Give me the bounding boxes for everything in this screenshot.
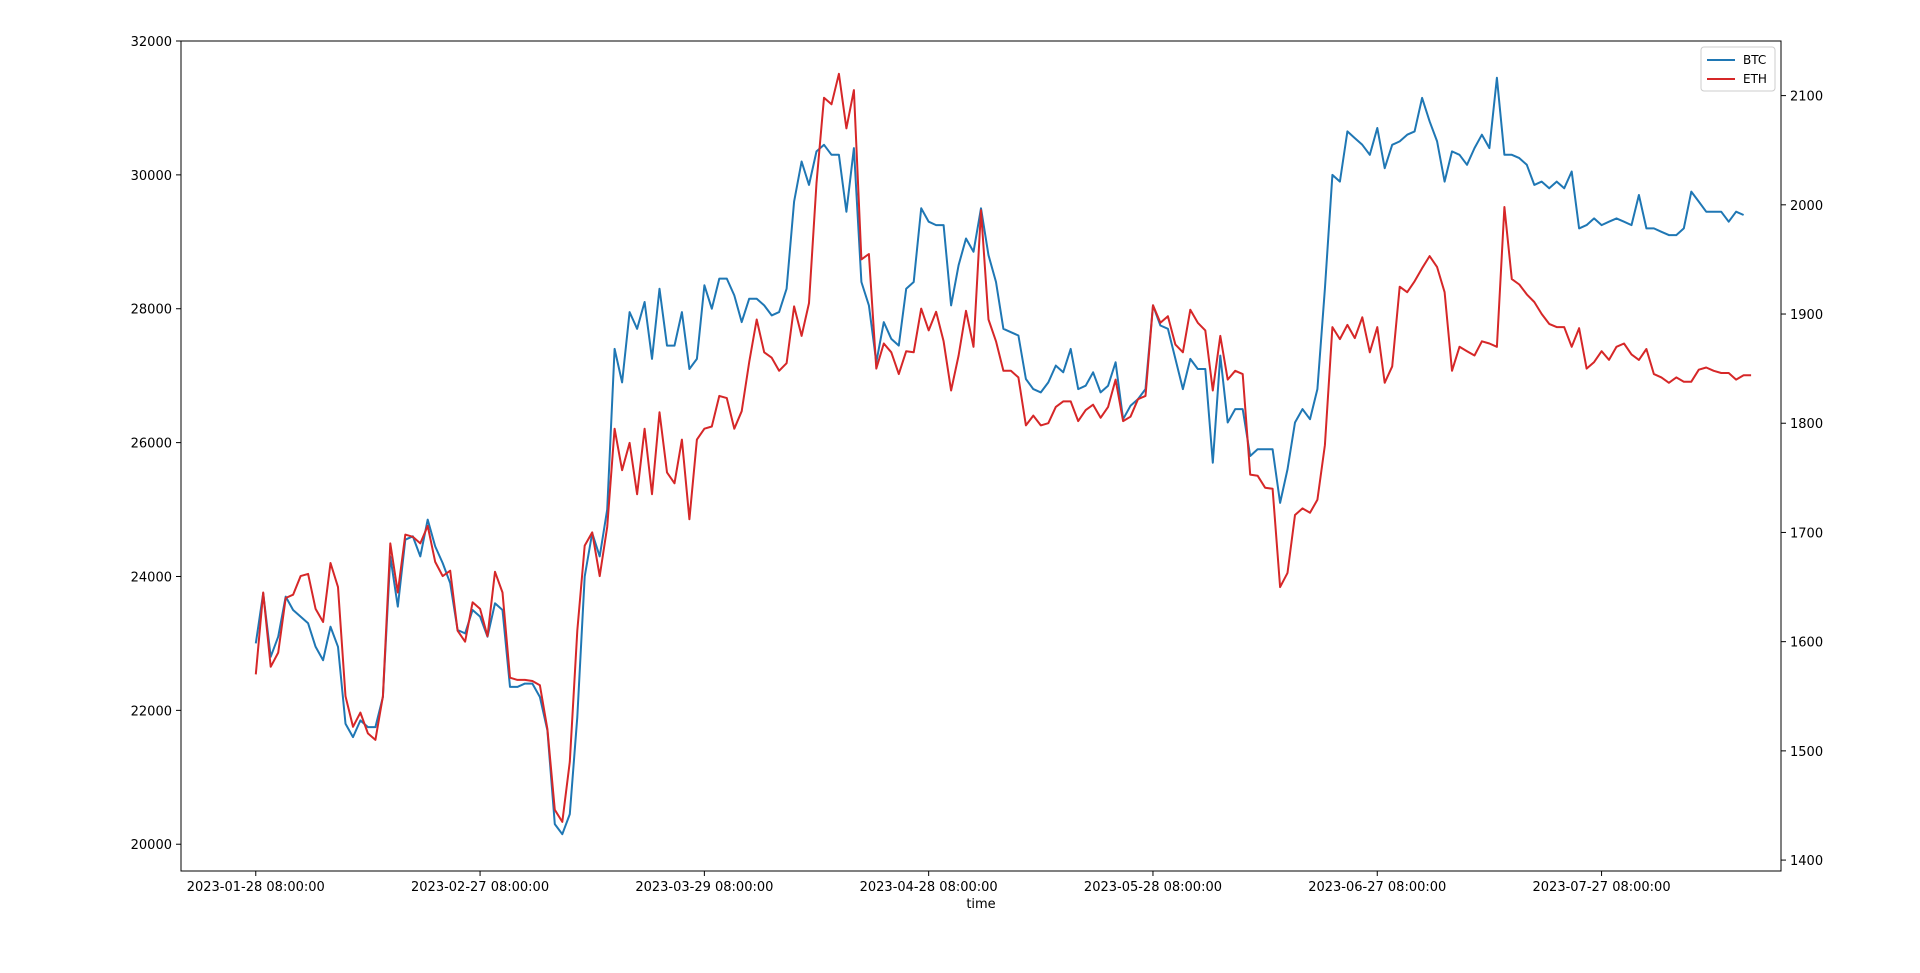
y-right-tick-label: 2100	[1790, 90, 1823, 105]
x-tick-label: 2023-05-28 08:00:00	[1084, 880, 1222, 895]
x-tick-label: 2023-06-27 08:00:00	[1308, 880, 1446, 895]
legend-label-btc: BTC	[1743, 53, 1766, 67]
y-left-tick-label: 22000	[131, 704, 172, 719]
legend-label-eth: ETH	[1743, 72, 1767, 86]
series-layer	[254, 72, 1752, 836]
x-tick-label: 2023-03-29 08:00:00	[635, 880, 773, 895]
legend: BTC ETH	[1700, 46, 1776, 92]
x-tick-label: 2023-07-27 08:00:00	[1533, 880, 1671, 895]
y-right-tick-label: 1700	[1790, 526, 1823, 541]
axes-layer: 2023-01-28 08:00:00 2023-02-27 08:00:00 20…	[131, 35, 1823, 895]
y-right-tick-label: 2000	[1790, 199, 1823, 214]
y-left-tick-label: 26000	[131, 437, 172, 452]
y-right-tick-label: 1600	[1790, 636, 1823, 651]
y-left-tick-label: 32000	[131, 35, 172, 50]
series-line-btc	[254, 76, 1745, 836]
y-right-tick-label: 1400	[1790, 854, 1823, 869]
y-right-tick-label: 1900	[1790, 308, 1823, 323]
y-right-tick-label: 1500	[1790, 745, 1823, 760]
y-left-tick-label: 24000	[131, 570, 172, 585]
x-tick-label: 2023-01-28 08:00:00	[187, 880, 325, 895]
y-left-tick-label: 28000	[131, 303, 172, 318]
plot-frame	[180, 40, 1782, 872]
x-tick-label: 2023-04-28 08:00:00	[860, 880, 998, 895]
x-tick-label: 2023-02-27 08:00:00	[411, 880, 549, 895]
y-left-tick-label: 20000	[131, 838, 172, 853]
y-left-tick-label: 30000	[131, 169, 172, 184]
x-axis-label: time	[966, 897, 995, 912]
y-right-tick-label: 1800	[1790, 417, 1823, 432]
series-line-eth	[254, 72, 1752, 823]
